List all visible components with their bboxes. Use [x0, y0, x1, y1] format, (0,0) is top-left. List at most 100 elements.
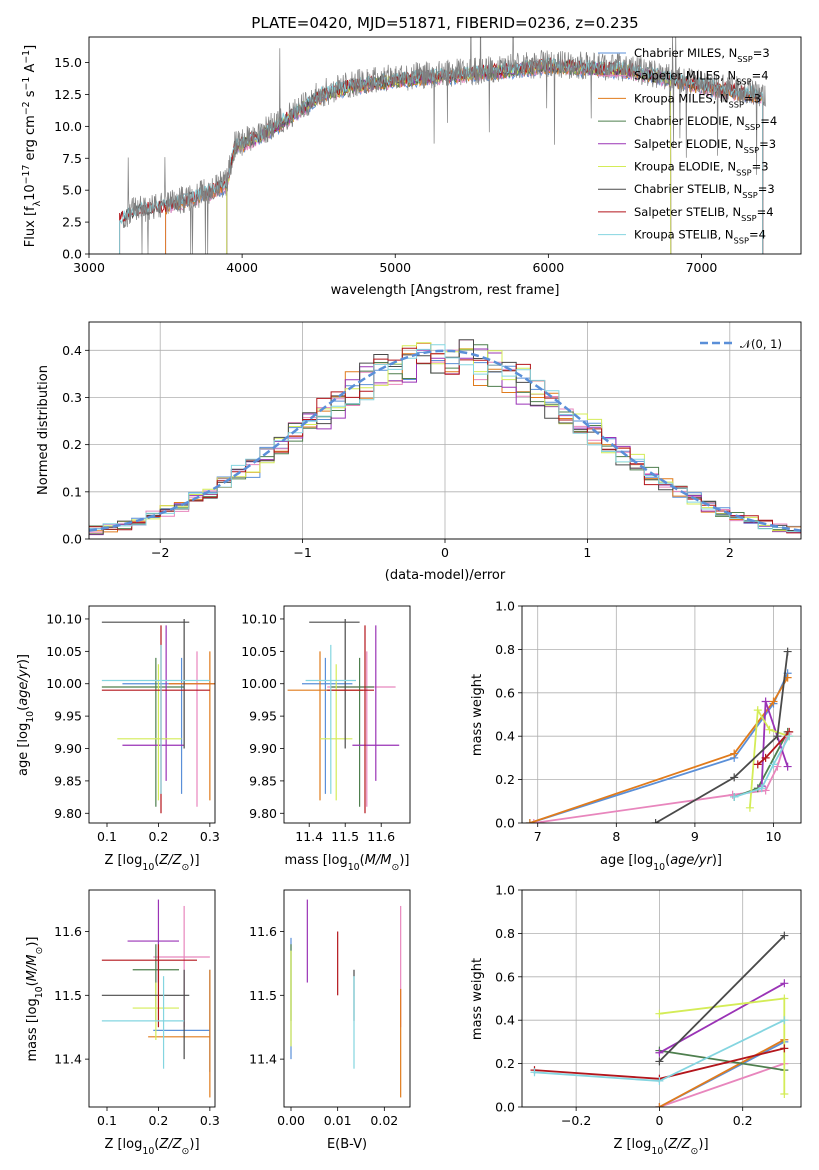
text-part: Z/Z — [158, 1137, 182, 1152]
plus-marker — [783, 762, 792, 771]
plus-marker — [728, 790, 737, 799]
legend-label: Chabrier MILES, NSSP=3 — [634, 46, 770, 64]
y-tick-label: 9.90 — [54, 741, 82, 756]
y-tick-label: 0.2 — [495, 1056, 515, 1071]
plus-marker — [655, 1048, 664, 1057]
x-tick-label: 0 — [655, 1113, 663, 1128]
text-part: =3 — [759, 137, 776, 151]
text-part: ( — [154, 853, 159, 868]
text-part: mass [log — [25, 998, 40, 1061]
model-spectrum-line — [226, 59, 672, 254]
plot-area — [89, 339, 801, 536]
ebv-mass-axes: 0.00 0.01 0.02 11.4 11.5 11.6 — [249, 889, 411, 1128]
text-part: age/yr — [16, 662, 31, 705]
x-tick-label: 0.2 — [148, 829, 168, 844]
y-tick-label: 0.0 — [62, 247, 82, 262]
text-part: −1 — [21, 50, 32, 64]
y-axis-label: mass weight — [470, 674, 485, 756]
y-tick-label: 0.4 — [495, 1013, 515, 1028]
y-tick-label: 10.00 — [241, 676, 277, 691]
x-tick-label: 3000 — [73, 260, 105, 275]
plot-area — [530, 931, 789, 1107]
mass-weight-line — [733, 735, 790, 798]
text-part: ⊙ — [182, 1146, 190, 1157]
text-part: =3 — [758, 182, 775, 196]
x-tick-label: −1 — [293, 545, 311, 560]
y-tick-label: 1.0 — [495, 883, 515, 898]
residual-axes: −2 −1 0 1 2 0.0 0.1 0.2 0.3 0.4 — [62, 321, 802, 560]
text-part: s — [23, 90, 38, 101]
text-part: SSP — [745, 122, 760, 132]
x-tick-label: 6000 — [532, 260, 564, 275]
plus-marker — [655, 1057, 664, 1066]
text-part: −2 — [21, 101, 32, 115]
legend-label: Kroupa ELODIE, NSSP=3 — [634, 160, 769, 178]
plus-marker — [780, 1089, 789, 1098]
x-tick-label: 0.02 — [370, 1113, 398, 1128]
text-part: age [log — [16, 723, 31, 776]
text-part: Kroupa ELODIE, N — [634, 160, 736, 174]
legend-label: Salpeter ELODIE, NSSP=3 — [634, 137, 776, 155]
plus-marker — [780, 1044, 789, 1053]
plus-marker — [745, 803, 754, 812]
text-part: ( — [665, 853, 670, 868]
y-tick-label: 10.00 — [46, 676, 82, 691]
text-part: ( — [25, 981, 40, 986]
text-part: mass [log — [285, 853, 348, 868]
mass-weight-line — [659, 1062, 785, 1107]
text-part: =3 — [752, 160, 769, 174]
text-part: Kroupa MILES, N — [634, 91, 729, 105]
text-part: Z/Z — [667, 1137, 691, 1152]
legend-label: Salpeter STELIB, NSSP=4 — [634, 205, 774, 223]
plus-marker — [529, 819, 538, 823]
observed-spectrum-line — [122, 37, 767, 254]
x-axis-label: E(B-V) — [327, 1137, 367, 1152]
x-tick-label: −0.2 — [561, 1113, 591, 1128]
z-age-axes: 0.1 0.2 0.3 9.80 9.85 9.90 9.95 10.00 10.05 10.10 — [46, 605, 220, 844]
text-part: Flux [f — [23, 206, 38, 247]
axes-frame — [521, 889, 802, 1108]
legend-label: Chabrier STELIB, NSSP=3 — [634, 182, 775, 200]
text-part: 10 — [142, 1146, 154, 1157]
x-axis-label: Z [log10(Z/Z⊙)] — [104, 1137, 199, 1157]
mass-weight-line — [659, 997, 786, 1094]
y-tick-label: 9.90 — [249, 741, 277, 756]
text-part: Chabrier STELIB, N — [634, 182, 742, 196]
axes-frame — [88, 36, 802, 255]
x-axis-label: Z [log10(Z/Z⊙)] — [104, 853, 199, 873]
plus-marker — [761, 753, 770, 762]
axes-frame — [88, 889, 216, 1108]
x-tick-label: 0.2 — [733, 1113, 753, 1128]
y-tick-label: 11.5 — [249, 988, 277, 1003]
plus-marker — [765, 725, 774, 734]
mass-weight-line — [658, 1038, 785, 1107]
text-part: −1 — [21, 77, 32, 91]
text-part: −17 — [21, 165, 32, 185]
plus-marker — [530, 1068, 539, 1077]
x-tick-label: 8 — [612, 829, 620, 844]
text-part: ( — [663, 1137, 668, 1152]
text-part: SSP — [742, 190, 757, 200]
text-part: M/M — [25, 955, 40, 982]
model-spectrum-line — [226, 59, 672, 254]
x-tick-label: 4000 — [226, 260, 258, 275]
y-tick-label: 11.4 — [54, 1052, 82, 1067]
x-tick-label: 1 — [583, 545, 591, 560]
y-tick-label: 0.6 — [495, 969, 515, 984]
y-tick-label: 10.05 — [241, 644, 277, 659]
y-tick-label: 9.80 — [54, 806, 82, 821]
y-tick-label: 2.5 — [62, 215, 82, 230]
axes-frame — [521, 605, 802, 824]
y-tick-label: 0.4 — [62, 343, 82, 358]
text-part: SSP — [729, 99, 744, 109]
y-tick-label: 10.05 — [46, 644, 82, 659]
y-tick-label: 5.0 — [62, 183, 82, 198]
plus-marker — [655, 1009, 664, 1018]
plus-marker — [525, 819, 534, 823]
y-tick-label: 11.6 — [249, 924, 277, 939]
y-tick-label: 10.10 — [46, 611, 82, 626]
plus-marker — [730, 749, 739, 758]
plot-area — [101, 618, 215, 814]
mass-weight-line — [655, 651, 789, 823]
